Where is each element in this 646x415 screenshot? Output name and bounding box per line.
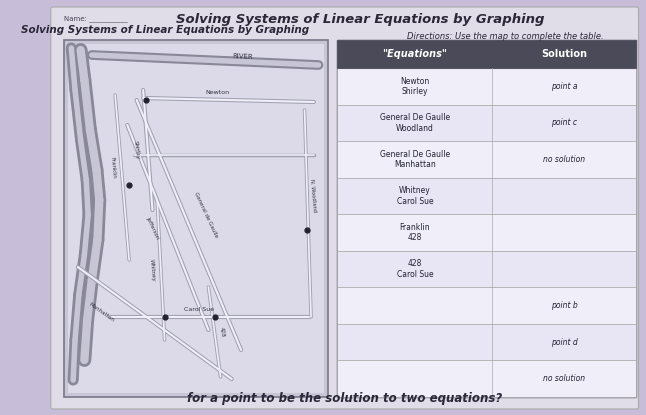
Bar [337,324,636,361]
Text: no solution: no solution [543,374,585,383]
Bar [337,287,636,324]
Text: General De Gaulle
Manhattan: General De Gaulle Manhattan [380,150,450,169]
FancyBboxPatch shape [51,7,638,409]
Bar [337,361,636,397]
Text: Newton: Newton [205,90,230,95]
Text: point d: point d [550,338,578,347]
Text: Directions: Use the map to complete the table.: Directions: Use the map to complete the … [407,32,604,41]
Bar [64,40,328,397]
Bar [337,251,636,287]
Bar [68,44,324,393]
Text: Manhattan: Manhattan [87,301,115,322]
Text: Solution: Solution [541,49,587,59]
Text: Whitney
Carol Sue: Whitney Carol Sue [397,186,433,206]
Text: 428
Carol Sue: 428 Carol Sue [397,259,433,279]
Text: Franklin
428: Franklin 428 [399,223,430,242]
Text: Whitney: Whitney [149,259,156,281]
Text: Solving Systems of Linear Equations by Graphing: Solving Systems of Linear Equations by G… [21,25,309,35]
Text: for a point to be the solution to two equations?: for a point to be the solution to two eq… [187,392,503,405]
Text: General de Gaulle: General de Gaulle [193,191,218,239]
Text: Franklin: Franklin [110,156,116,178]
Text: Shirley: Shirley [133,140,140,160]
Bar [337,105,636,141]
Text: no solution: no solution [543,155,585,164]
Text: Carol Sue: Carol Sue [184,307,214,312]
Text: point a: point a [551,82,578,91]
Bar [337,141,636,178]
Bar [337,68,636,105]
Text: Newton
Shirley: Newton Shirley [400,77,430,96]
Bar [337,40,636,397]
Text: point c: point c [551,118,577,127]
Bar [337,178,636,214]
Text: 428: 428 [219,327,225,337]
Text: N. Woodland: N. Woodland [309,178,317,212]
Text: Solving Systems of Linear Equations by Graphing: Solving Systems of Linear Equations by G… [176,13,545,26]
Text: Name: ___________: Name: ___________ [64,15,127,22]
Bar [337,40,636,68]
Text: General De Gaulle
Woodland: General De Gaulle Woodland [380,113,450,132]
Text: RIVER: RIVER [232,54,253,61]
Text: Jefferson: Jefferson [145,215,160,239]
Text: point b: point b [550,301,578,310]
Bar [337,214,636,251]
Text: "Equations": "Equations" [382,49,447,59]
